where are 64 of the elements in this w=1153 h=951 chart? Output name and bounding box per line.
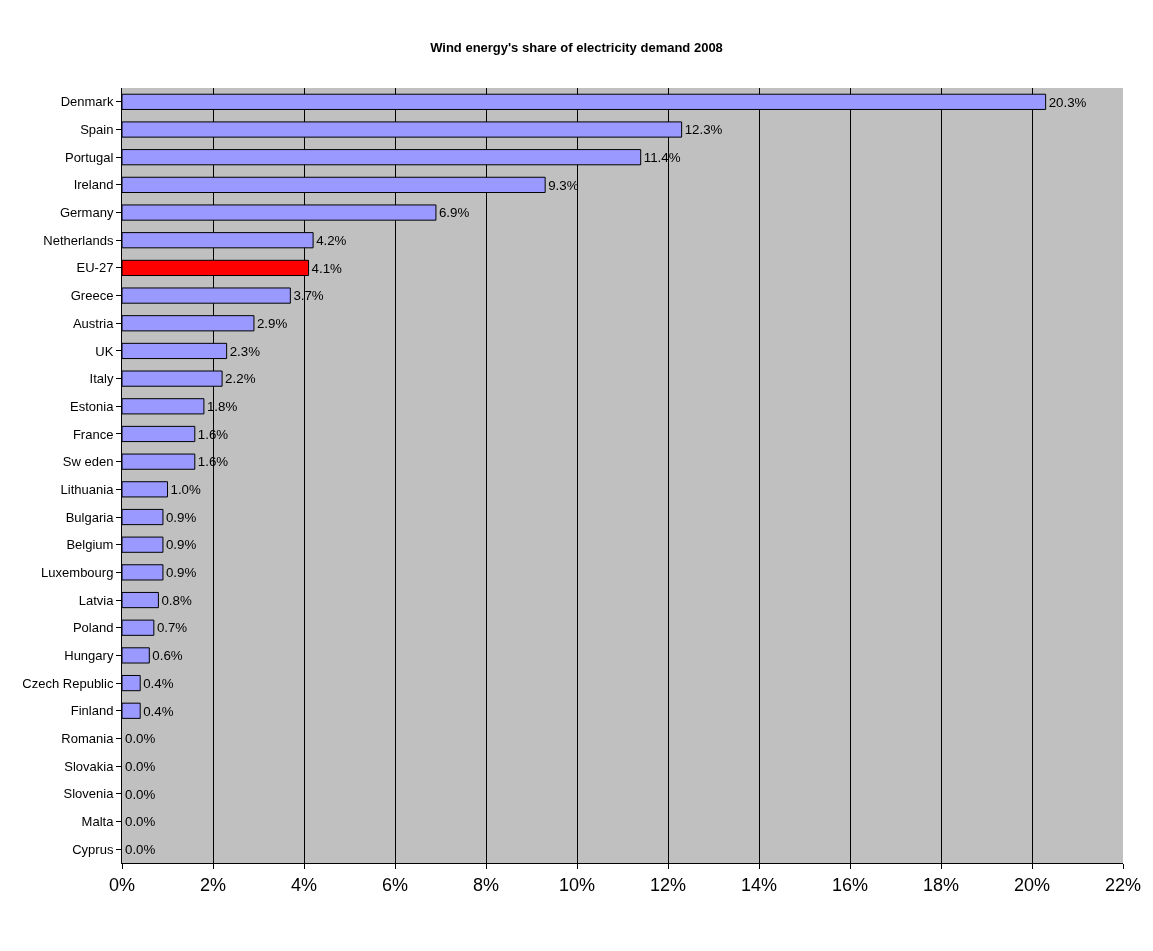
data-label: 0.4% bbox=[143, 675, 174, 691]
y-tick-label: Cyprus bbox=[72, 841, 114, 857]
data-label: 12.3% bbox=[684, 122, 723, 138]
x-tick-label: 20% bbox=[1013, 874, 1051, 895]
y-tick-label: Czech Republic bbox=[22, 675, 114, 691]
y-tick-label: Greece bbox=[70, 288, 114, 304]
y-tick-label: Finland bbox=[70, 703, 114, 719]
data-label: 0.0% bbox=[125, 731, 156, 747]
y-tick-label: UK bbox=[95, 343, 114, 359]
x-tick-label: 8% bbox=[472, 874, 500, 895]
data-label: 0.8% bbox=[161, 592, 192, 608]
data-label: 2.3% bbox=[229, 343, 261, 359]
x-tick-label: 16% bbox=[831, 874, 869, 895]
data-label: 4.1% bbox=[311, 260, 343, 276]
x-tick-label: 4% bbox=[290, 874, 318, 895]
y-tick-label: Portugal bbox=[64, 149, 114, 165]
chart-title: Wind energy's share of electricity demand 2008 bbox=[430, 39, 723, 55]
y-tick-label: Lithuania bbox=[60, 481, 115, 497]
data-label: 0.6% bbox=[152, 648, 183, 664]
y-tick-label: Sw eden bbox=[62, 454, 114, 470]
data-label: 6.9% bbox=[438, 205, 470, 221]
data-label: 0.0% bbox=[125, 786, 156, 802]
x-tick-label: 12% bbox=[649, 874, 687, 895]
y-tick-label: Luxembourg bbox=[41, 564, 114, 580]
y-tick-label: Estonia bbox=[70, 398, 115, 414]
x-tick-label: 22% bbox=[1104, 874, 1142, 895]
x-tick-label: 18% bbox=[922, 874, 960, 895]
data-label: 0.0% bbox=[125, 814, 156, 830]
data-label: 0.7% bbox=[156, 620, 188, 636]
y-tick-label: Ireland bbox=[73, 177, 114, 193]
data-label: 2.2% bbox=[225, 371, 256, 387]
data-label: 0.9% bbox=[165, 537, 197, 553]
y-tick-label: EU-27 bbox=[76, 260, 114, 276]
data-label: 0.0% bbox=[125, 758, 156, 774]
x-tick-label: 10% bbox=[558, 874, 596, 895]
data-label: 1.0% bbox=[170, 482, 202, 498]
data-label: 2.9% bbox=[256, 316, 288, 332]
y-tick-label: Bulgaria bbox=[65, 509, 115, 525]
y-tick-label: Slovakia bbox=[64, 758, 115, 774]
data-label: 9.3% bbox=[548, 177, 579, 193]
data-label: 0.9% bbox=[165, 565, 197, 581]
data-label: 0.0% bbox=[125, 841, 156, 857]
x-tick-label: 2% bbox=[199, 874, 227, 895]
y-tick-label: Austria bbox=[72, 315, 115, 331]
y-tick-label: Hungary bbox=[64, 647, 114, 663]
y-tick-label: Italy bbox=[89, 371, 114, 387]
data-label: 20.3% bbox=[1048, 94, 1087, 110]
x-tick-label: 14% bbox=[740, 874, 778, 895]
data-label: 4.2% bbox=[316, 232, 347, 248]
y-tick-label: Denmark bbox=[60, 94, 114, 110]
y-tick-label: Netherlands bbox=[43, 232, 114, 248]
x-tick-label: 6% bbox=[381, 874, 409, 895]
y-tick-label: Spain bbox=[80, 122, 114, 138]
y-tick-label: Latvia bbox=[78, 592, 115, 608]
y-tick-label: Belgium bbox=[66, 537, 114, 553]
y-tick-label: Romania bbox=[61, 731, 115, 746]
data-label: 0.4% bbox=[143, 703, 174, 719]
y-tick-label: France bbox=[72, 426, 114, 442]
y-tick-label: Slovenia bbox=[63, 786, 115, 802]
y-tick-label: Germany bbox=[59, 205, 114, 221]
y-tick-label: Malta bbox=[81, 814, 115, 830]
y-tick-label: Poland bbox=[72, 620, 114, 636]
data-label: 0.9% bbox=[165, 509, 197, 525]
x-tick-label: 0% bbox=[108, 874, 136, 895]
